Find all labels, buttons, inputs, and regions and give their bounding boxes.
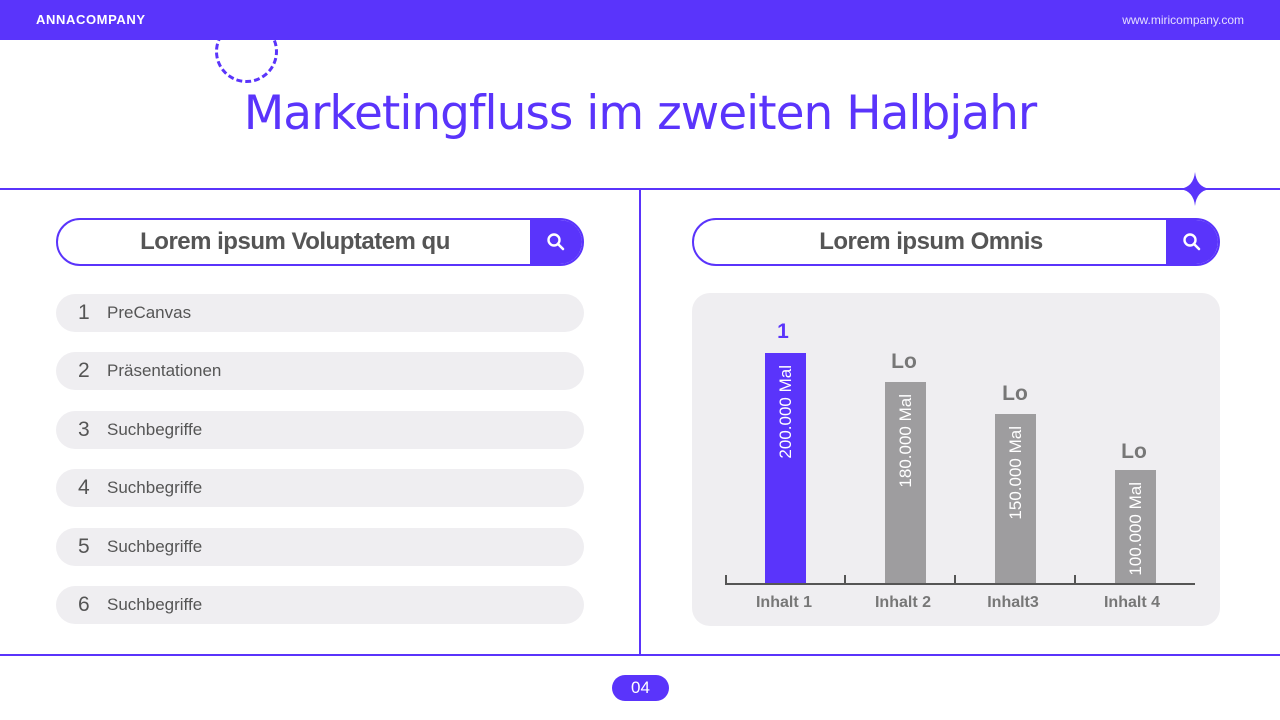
list-item-text: Suchbegriffe xyxy=(107,420,203,439)
right-search-label: Lorem ipsum Omnis xyxy=(819,228,1043,255)
bar-top-label: 1 xyxy=(777,320,789,343)
list-item-text: Präsentationen xyxy=(107,361,222,380)
list-item-number: 1 xyxy=(78,301,90,324)
x-axis-category: Inhalt 4 xyxy=(1103,594,1160,611)
page-number-badge: 04 xyxy=(612,675,669,701)
x-axis-category: Inhalt 1 xyxy=(755,594,812,611)
list-item-number: 2 xyxy=(78,359,90,382)
x-axis-tick xyxy=(844,575,846,585)
left-search-label: Lorem ipsum Voluptatem qu xyxy=(140,228,450,255)
list-item[interactable]: 3 Suchbegriffe xyxy=(56,411,584,449)
website-url[interactable]: www.miricompany.com xyxy=(1122,13,1244,27)
top-bar: ANNACOMPANY www.miricompany.com xyxy=(0,0,1280,40)
x-axis-category: Inhalt 2 xyxy=(874,594,931,611)
list-item-text: PreCanvas xyxy=(107,303,192,322)
bar-top-label: Lo xyxy=(1002,382,1028,405)
list-item[interactable]: 2 Präsentationen xyxy=(56,352,584,390)
bar-inhalt-2[interactable]: 180.000 Mal xyxy=(885,382,926,584)
divider-bottom xyxy=(0,654,1280,656)
search-icon xyxy=(1183,233,1201,251)
divider-vertical xyxy=(639,189,641,655)
list-item-number: 6 xyxy=(78,593,90,616)
x-axis-tick xyxy=(1074,575,1076,585)
bar-value-label: 200.000 Mal xyxy=(775,365,795,459)
list-item-text: Suchbegriffe xyxy=(107,595,203,614)
bar-chart-card: 1 200.000 Mal Lo 180.000 Mal Lo 150.000 … xyxy=(692,293,1220,626)
left-search-bar[interactable]: Lorem ipsum Voluptatem qu xyxy=(56,218,584,266)
brand-name: ANNACOMPANY xyxy=(36,12,146,27)
list-item[interactable]: 6 Suchbegriffe xyxy=(56,586,584,624)
list-item[interactable]: 5 Suchbegriffe xyxy=(56,528,584,566)
bar-value-label: 150.000 Mal xyxy=(1005,426,1025,520)
bar-inhalt-3[interactable]: 150.000 Mal xyxy=(995,414,1036,584)
right-search-button[interactable] xyxy=(1166,220,1218,264)
bar-inhalt-1[interactable]: 200.000 Mal xyxy=(765,353,806,584)
list-item-number: 3 xyxy=(78,418,90,441)
list-item-text: Suchbegriffe xyxy=(107,478,203,497)
x-axis-tick xyxy=(725,575,727,585)
bar-value-label: 180.000 Mal xyxy=(895,394,915,488)
list-item[interactable]: 1 PreCanvas xyxy=(56,294,584,332)
search-icon xyxy=(547,233,565,251)
x-axis-tick xyxy=(954,575,956,585)
list-item-number: 4 xyxy=(78,476,90,499)
right-search-bar[interactable]: Lorem ipsum Omnis xyxy=(692,218,1220,266)
x-axis xyxy=(725,583,1195,585)
sparkle-icon xyxy=(1180,172,1210,206)
list-item-text: Suchbegriffe xyxy=(107,537,203,556)
list-item[interactable]: 4 Suchbegriffe xyxy=(56,469,584,507)
left-search-button[interactable] xyxy=(530,220,582,264)
bar-top-label: Lo xyxy=(891,350,917,373)
page-title: Marketingfluss im zweiten Halbjahr xyxy=(243,86,1038,141)
bar-inhalt-4[interactable]: 100.000 Mal xyxy=(1115,470,1156,584)
list-item-number: 5 xyxy=(78,535,90,558)
bar-value-label: 100.000 Mal xyxy=(1125,482,1145,576)
x-axis-category: Inhalt3 xyxy=(987,594,1039,611)
bar-top-label: Lo xyxy=(1121,440,1147,463)
